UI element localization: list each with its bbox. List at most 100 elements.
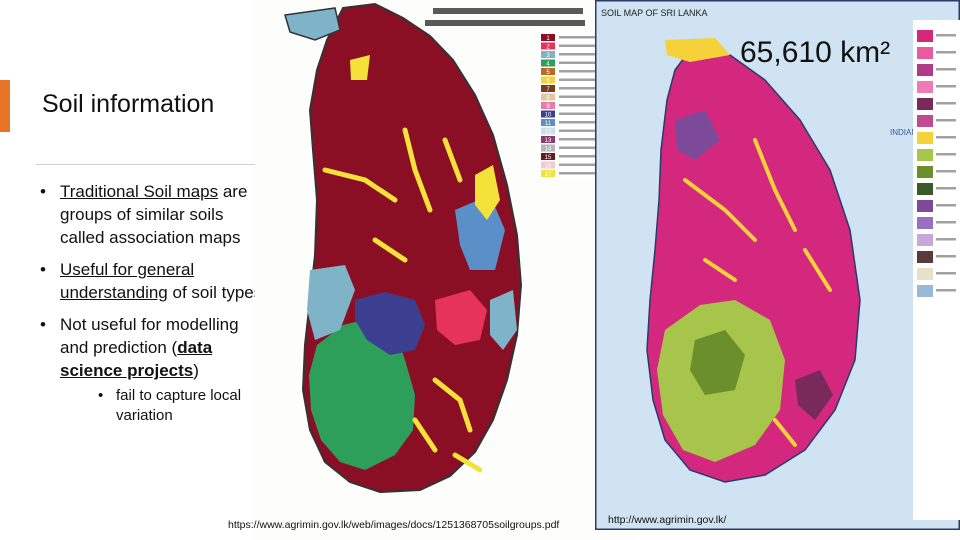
legend-text-line: [559, 36, 621, 39]
sub-bullet-local-variation: • fail to capture local variation: [60, 386, 265, 426]
legend-text-line: [936, 289, 956, 292]
legend-text-line: [559, 138, 621, 141]
legend-swatch: [541, 161, 555, 169]
legend-text-line: [936, 136, 956, 139]
legend-text-line: [559, 87, 621, 90]
legend-number: 3: [546, 53, 550, 59]
legend-text-line: [559, 70, 621, 73]
legend-text-line: [936, 170, 956, 173]
legend-text-line: [936, 187, 956, 190]
legend-text-line: [936, 102, 956, 105]
source-url-agrimin: http://www.agrimin.gov.lk/: [608, 514, 727, 526]
soil-map-svg: SOIL MAP OF SRI LANKA INDIAN OCEAN: [595, 0, 960, 530]
bullet-link-traditional-soil-maps: Traditional Soil maps: [60, 182, 219, 201]
legend-swatch: [541, 76, 555, 84]
legend-text-line: [936, 238, 956, 241]
legend-swatch: [541, 136, 555, 143]
legend-text-line: [559, 163, 621, 166]
soil-association-map-image: 1 2 3 4 5 6 7 8 9 10 11 12 13 14 15 16 17: [255, 0, 635, 540]
legend-text-line: [559, 155, 621, 158]
legend-swatch: [917, 132, 933, 144]
legend-number: 14: [545, 147, 552, 153]
legend-swatch: [917, 166, 933, 178]
legend-swatch: [541, 119, 555, 126]
legend-swatch: [541, 93, 555, 101]
legend-text-line: [936, 204, 956, 207]
legend-swatch: [541, 170, 555, 177]
legend-swatch: [541, 42, 555, 50]
legend-text-line: [559, 95, 621, 98]
legend-number: 17: [545, 172, 552, 178]
source-url-soil-groups: https://www.agrimin.gov.lk/web/images/do…: [228, 519, 560, 531]
legend-text-line: [936, 85, 956, 88]
bullet-text: of soil types: [167, 283, 263, 302]
legend-number: 8: [546, 96, 550, 102]
legend-swatch: [917, 47, 933, 59]
legend-text-line: [936, 34, 956, 37]
legend-swatch: [541, 51, 555, 58]
legend-swatch: [541, 85, 555, 92]
legend-number: 13: [545, 138, 552, 144]
legend-swatch: [917, 98, 933, 110]
legend-swatch: [541, 59, 555, 67]
legend-swatch: [917, 64, 933, 76]
bullet-text: ): [193, 361, 199, 380]
legend-text-line: [559, 104, 621, 107]
legend-number: 2: [546, 45, 550, 51]
legend-swatch: [541, 34, 555, 41]
bullet-dot: •: [40, 315, 46, 334]
legend-number: 6: [546, 79, 550, 85]
bullet-strong-data-science: data science projects: [60, 338, 213, 380]
legend-number: 16: [545, 164, 552, 170]
bullet-dot: •: [98, 387, 104, 404]
legend-map-right: [917, 30, 956, 297]
legend-number: 4: [546, 62, 550, 68]
legend-text-line: [936, 221, 956, 224]
slide-title: Soil information: [42, 90, 215, 118]
legend-text-line: [936, 68, 956, 71]
legend-swatch: [917, 234, 933, 246]
legend-text-line: [936, 272, 956, 275]
legend-number: 15: [545, 155, 552, 161]
legend-swatch: [541, 144, 555, 152]
legend-swatch: [917, 183, 933, 195]
legend-swatch: [917, 217, 933, 229]
title-divider: [36, 164, 258, 165]
legend-text-line: [559, 112, 621, 115]
title-accent-bar: [0, 80, 10, 132]
legend-text-line: [936, 255, 956, 258]
bullet-underlined-useful: Useful for general understanding: [60, 260, 195, 302]
legend-text-line: [936, 51, 956, 54]
legend-text-line: [559, 146, 621, 149]
legend-number: 1: [546, 36, 550, 42]
legend-text-line: [559, 61, 621, 64]
legend-text-line: [559, 172, 621, 175]
bullet-traditional-maps: • Traditional Soil maps are groups of si…: [40, 180, 265, 249]
legend-swatch: [917, 200, 933, 212]
legend-text-line: [936, 153, 956, 156]
legend-swatch: [917, 268, 933, 280]
legend-text-line: [559, 78, 621, 81]
legend-swatch: [541, 102, 555, 109]
legend-number: 5: [546, 70, 550, 76]
legend-text-line: [559, 53, 621, 56]
land-area-label: 65,610 km²: [740, 36, 891, 69]
sub-bullet-text: fail to capture local variation: [116, 387, 242, 424]
bullet-dot: •: [40, 182, 46, 201]
legend-text-line: [559, 121, 621, 124]
bullet-useful: • Useful for general understanding of so…: [40, 258, 265, 304]
legend-swatch: [541, 127, 555, 135]
legend-swatch: [541, 68, 555, 75]
legend-swatch: [917, 30, 933, 42]
map-title: SOIL MAP OF SRI LANKA: [601, 8, 708, 18]
bullet-text: Not useful for modelling and prediction …: [60, 315, 239, 357]
legend-text-line: [559, 129, 621, 132]
legend-swatch: [917, 81, 933, 93]
legend-text-line: [936, 119, 956, 122]
legend-swatch: [917, 149, 933, 161]
bullet-dot: •: [40, 260, 46, 279]
bullet-not-useful: • Not useful for modelling and predictio…: [40, 313, 265, 426]
legend-swatch: [917, 251, 933, 263]
